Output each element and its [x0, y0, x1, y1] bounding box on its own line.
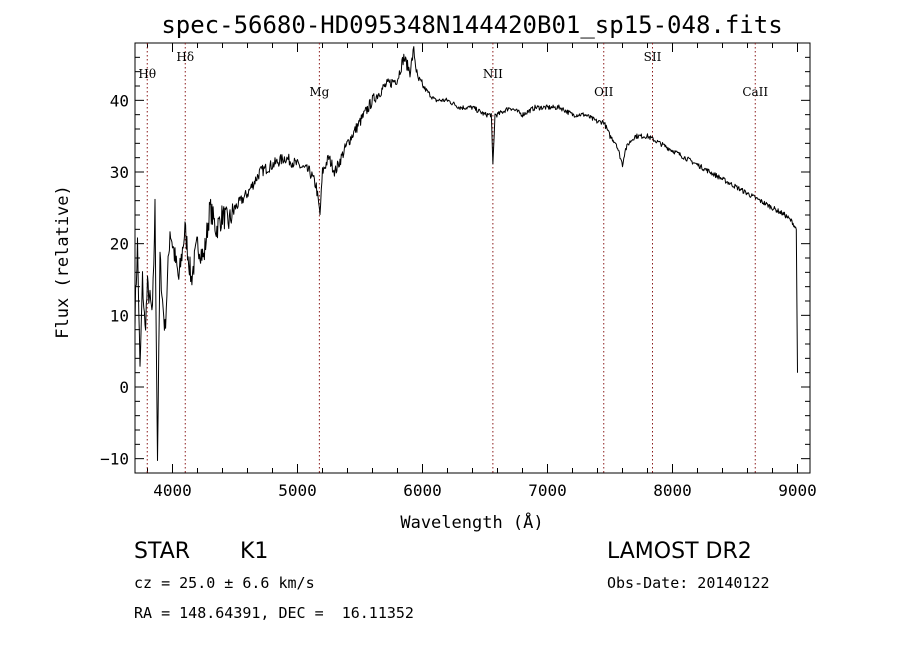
- spectrum-line: [134, 46, 798, 461]
- spectral-line-label: Hθ: [138, 67, 156, 81]
- obs-date: Obs-Date: 20140122: [607, 574, 770, 592]
- y-tick-label: 20: [110, 235, 129, 254]
- y-tick-label: −10: [100, 450, 129, 469]
- spectral-line-label: Mg: [309, 85, 329, 99]
- y-tick-label: 40: [110, 91, 129, 110]
- spectral-line-label: Hδ: [176, 50, 194, 64]
- x-tick-label: 9000: [778, 481, 817, 500]
- x-tick-label: 7000: [528, 481, 567, 500]
- object-subclass: K1: [240, 539, 269, 564]
- x-tick-label: 5000: [278, 481, 317, 500]
- ra-dec: RA = 148.64391, DEC = 16.11352: [134, 604, 414, 622]
- spectral-lines-group: Hθ Hδ Mg NII OII SII CaII: [138, 43, 768, 473]
- x-tick-label: 6000: [403, 481, 442, 500]
- chart-title: spec-56680-HD095348N144420B01_sp15-048.f…: [161, 11, 782, 39]
- x-tick-label: 8000: [653, 481, 692, 500]
- redshift-cz: cz = 25.0 ± 6.6 km/s: [134, 574, 315, 592]
- spectral-line-label: CaII: [742, 85, 768, 99]
- x-tick-label: 4000: [153, 481, 192, 500]
- axes-group: 4000 5000 6000 7000 8000 9000 −10 0 10 20 30 40: [100, 42, 817, 500]
- spectral-line-label: OII: [594, 85, 614, 99]
- spectral-line-label: NII: [483, 67, 503, 81]
- series-group: [134, 46, 798, 461]
- y-axis-label: Flux (relative): [53, 185, 73, 339]
- survey-name: LAMOST DR2: [607, 539, 752, 564]
- spectral-line-label: SII: [644, 50, 662, 64]
- y-tick-label: 10: [110, 306, 129, 325]
- y-tick-label: 0: [119, 378, 129, 397]
- object-class: STAR: [134, 539, 191, 564]
- x-axis-label: Wavelength (Å): [400, 511, 543, 533]
- y-tick-label: 30: [110, 163, 129, 182]
